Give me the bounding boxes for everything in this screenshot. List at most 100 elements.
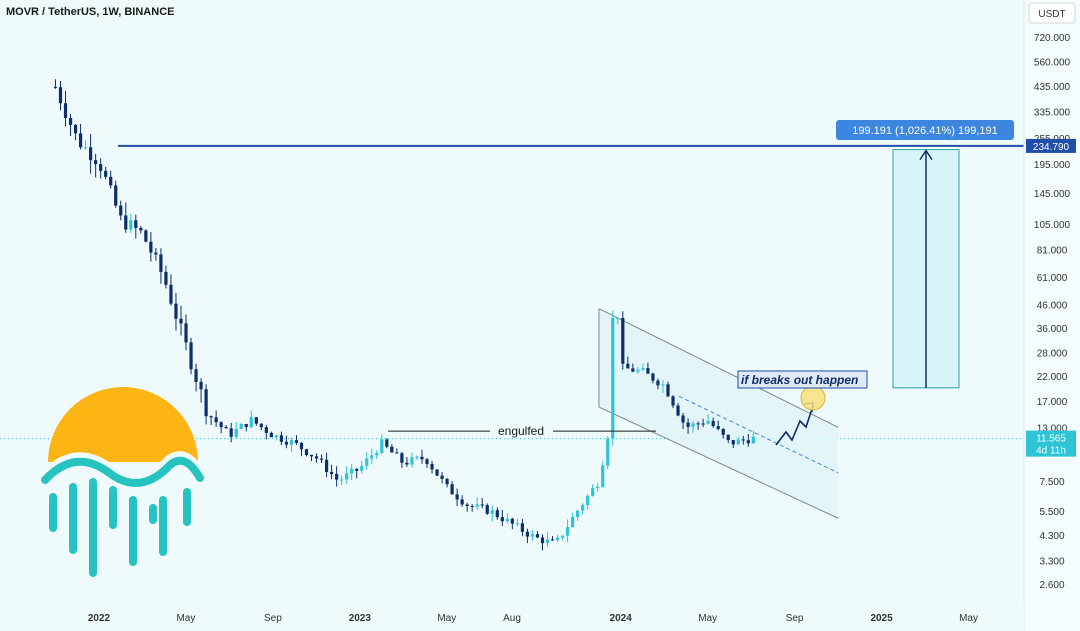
x-tick-label: 2025 xyxy=(870,613,893,624)
x-tick-label: May xyxy=(959,613,978,624)
candle-body xyxy=(505,518,509,522)
candle-body xyxy=(736,439,740,445)
candle-body xyxy=(159,254,163,272)
candle-body xyxy=(706,420,710,424)
candle-body xyxy=(78,133,83,148)
candle-body xyxy=(435,469,439,476)
forecast-path xyxy=(775,405,814,446)
currency-button[interactable]: USDT xyxy=(1028,2,1076,24)
y-tick-label: 81.000 xyxy=(1037,245,1068,256)
candle-body xyxy=(284,441,289,445)
candle-body xyxy=(726,434,730,441)
candle-body xyxy=(58,87,63,104)
candle-body xyxy=(465,504,469,506)
time-axis-bg xyxy=(0,604,1024,631)
candle-body xyxy=(560,535,565,538)
candle-body xyxy=(510,518,514,524)
candle-body xyxy=(375,452,379,456)
candle-body xyxy=(691,423,695,427)
symbol-title: MOVR / TetherUS, 1W, BINANCE xyxy=(6,6,174,18)
candle-body xyxy=(626,363,630,369)
candle-body xyxy=(335,473,339,480)
candle-body xyxy=(294,440,299,443)
candle-body xyxy=(696,423,700,425)
candle-body xyxy=(73,124,78,134)
y-tick-label: 720.000 xyxy=(1034,33,1071,44)
candle-body xyxy=(89,147,93,161)
candle-body xyxy=(244,423,248,428)
target-arrow-head xyxy=(919,149,933,161)
candle-body xyxy=(304,449,309,455)
candle-body xyxy=(169,284,173,304)
candle-body xyxy=(420,456,424,460)
candle-body xyxy=(470,505,474,507)
candle-body xyxy=(686,422,690,427)
y-tick-label: 435.000 xyxy=(1034,82,1071,93)
candle-body xyxy=(53,87,58,89)
candle-body xyxy=(189,342,193,370)
candle-body xyxy=(204,389,208,417)
y-tick-label: 61.000 xyxy=(1037,273,1068,284)
sun-icon xyxy=(48,387,198,462)
channel-lower-line xyxy=(598,406,839,519)
candle-body xyxy=(480,504,484,506)
candle-body xyxy=(229,428,233,437)
x-tick-label: 2023 xyxy=(349,613,372,624)
y-tick-label: 5.500 xyxy=(1039,507,1064,518)
candle-body xyxy=(671,396,675,406)
candle-body xyxy=(289,440,294,445)
price-axis-bg xyxy=(1024,0,1080,631)
candle-body xyxy=(370,455,374,459)
candle-body xyxy=(656,380,660,386)
candle-body xyxy=(450,484,454,495)
candle-body xyxy=(445,478,449,485)
candle-body xyxy=(380,439,384,453)
candle-body xyxy=(601,465,605,487)
candle-body xyxy=(515,523,519,525)
candle-body xyxy=(460,499,464,505)
candle-body xyxy=(646,368,650,374)
candle-body xyxy=(586,495,590,506)
channel-layer xyxy=(598,308,839,519)
candle-body xyxy=(525,531,530,537)
candle-body xyxy=(340,479,344,481)
candle-body xyxy=(365,458,369,466)
channel-fill xyxy=(598,308,839,519)
candle-body xyxy=(641,368,645,370)
y-tick-label: 22.000 xyxy=(1037,372,1068,383)
candle-body xyxy=(224,427,228,429)
candle-body xyxy=(621,317,625,364)
candle-body xyxy=(741,439,745,441)
candle-body xyxy=(651,373,655,381)
y-tick-label: 13.000 xyxy=(1037,423,1068,434)
candle-body xyxy=(616,317,620,319)
candle-body xyxy=(390,446,394,453)
candle-body xyxy=(309,454,314,457)
candle-body xyxy=(540,537,545,544)
candle-body xyxy=(144,230,148,242)
y-tick-label: 36.000 xyxy=(1037,324,1068,335)
y-tick-label: 2.600 xyxy=(1039,580,1064,591)
countdown-label: 4d 11h xyxy=(1036,446,1066,457)
candle-body xyxy=(596,486,600,489)
candle-body xyxy=(345,473,349,480)
breakout-label: if breaks out happen xyxy=(741,373,858,387)
candle-body xyxy=(139,227,143,231)
candle-body xyxy=(495,510,499,518)
candle-body xyxy=(410,457,414,465)
candle-body xyxy=(164,271,168,285)
candle-body xyxy=(751,436,755,444)
candle-body xyxy=(746,440,750,444)
candle-body xyxy=(430,464,434,470)
candle-body xyxy=(535,534,540,538)
candle-body xyxy=(440,475,444,479)
engulfed-annotation: engulfed xyxy=(388,424,656,438)
candle-body xyxy=(475,504,479,507)
candle-body xyxy=(721,428,725,435)
candle-body xyxy=(129,220,133,230)
candle-body xyxy=(324,459,329,472)
candle-body xyxy=(636,369,640,372)
